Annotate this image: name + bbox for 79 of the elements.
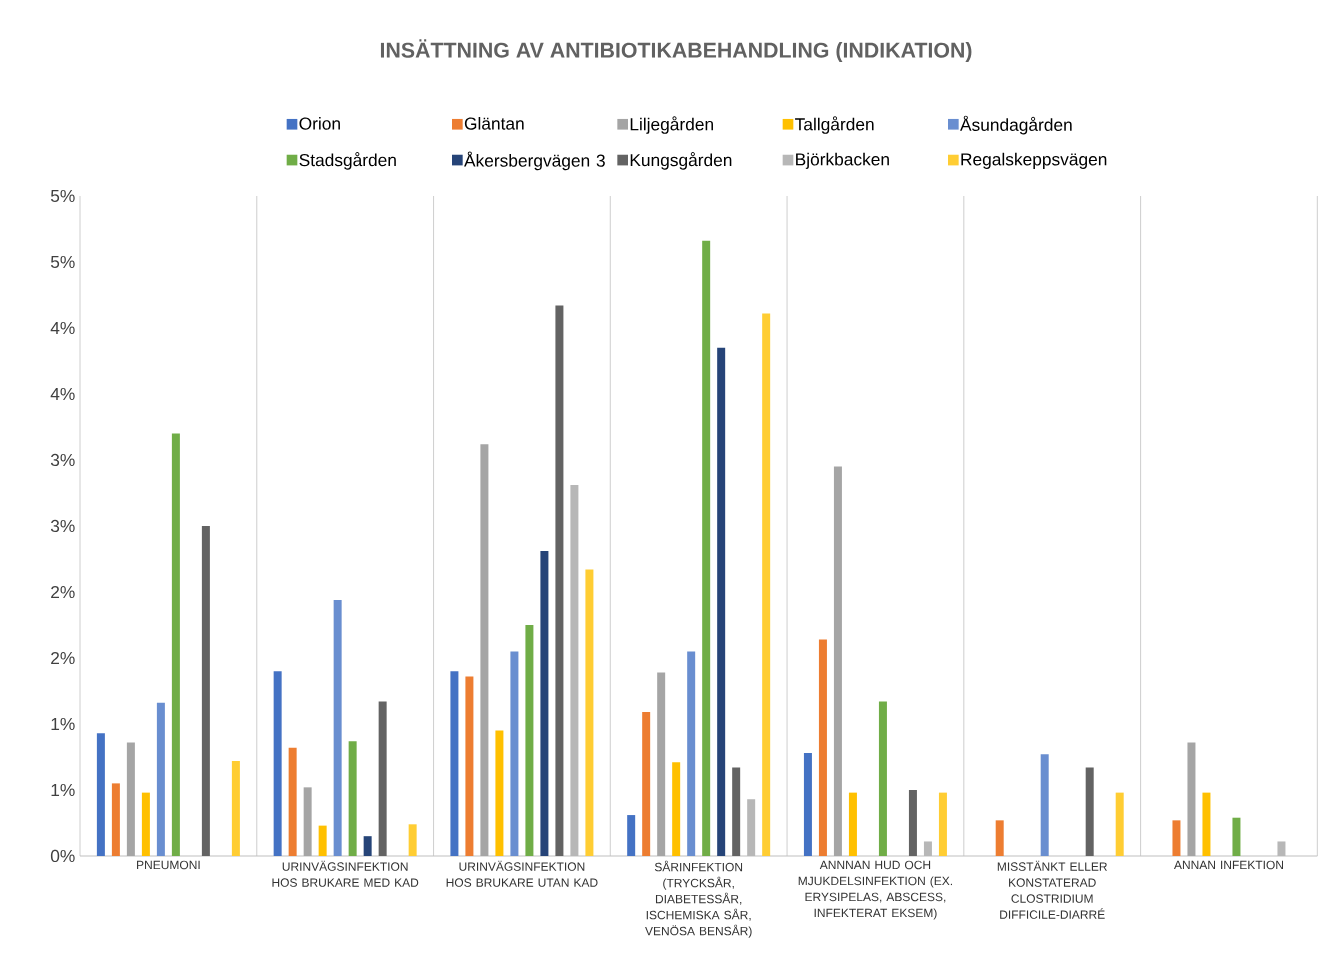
bar (555, 305, 564, 856)
bar (585, 569, 594, 856)
x-tick-label: URINVÄGSINFEKTION HOS BRUKARE MED KAD (272, 860, 419, 887)
bar (378, 701, 387, 856)
bar (141, 792, 150, 856)
bar (273, 671, 282, 856)
bar (525, 624, 534, 856)
bar (408, 824, 417, 856)
bar (201, 525, 210, 856)
bar (878, 701, 887, 856)
bar (495, 730, 504, 856)
bar (1085, 767, 1094, 856)
y-tick-label: 4% (50, 321, 75, 335)
y-tick-label: 4% (50, 387, 75, 401)
bar (318, 825, 327, 856)
bar (1202, 792, 1211, 856)
legend-label: Kungsgården (630, 152, 732, 170)
y-tick-label: 1% (51, 717, 75, 731)
y-tick-label: 5% (50, 189, 75, 203)
legend-label: Åkersbergvägen 3 (464, 151, 605, 171)
legend-label: Björkbacken (796, 152, 889, 169)
bar (687, 651, 696, 856)
bar (450, 671, 459, 856)
y-tick-label: 2% (51, 585, 75, 599)
bar (818, 639, 827, 856)
legend-label: Stadsgården (299, 152, 396, 170)
bar (1040, 754, 1049, 856)
bar (171, 433, 180, 856)
y-tick-label: 0% (50, 849, 75, 863)
bar (96, 733, 105, 856)
bar (231, 760, 240, 856)
bar (1172, 820, 1181, 856)
x-tick-label: SÅRINFEKTION (TRYCKSÅR, DIABETESSÅR, ISCHEMISKA SÅR, VENÖSA BENSÅR) (645, 860, 752, 938)
bar (288, 747, 297, 856)
y-tick-label: 3% (50, 453, 75, 467)
y-tick-label: 5% (50, 255, 75, 269)
bar (642, 712, 651, 856)
x-tick-label: MISSTÄNKT ELLER KONSTATERAD CLOSTRIDIUM DIFFICILE-DIARRÉ (997, 860, 1107, 919)
bar (657, 672, 666, 856)
x-tick-label: PNEUMONI (137, 860, 200, 870)
bar (702, 240, 711, 856)
bar (540, 551, 549, 856)
bar (1232, 817, 1241, 856)
bar (480, 444, 489, 856)
y-tick-label: 3% (50, 519, 75, 533)
bar (111, 783, 120, 856)
bar (803, 753, 812, 856)
bar (848, 792, 857, 856)
bar (908, 789, 917, 856)
bar (995, 820, 1004, 856)
bar (833, 466, 842, 856)
bar (363, 836, 372, 856)
y-tick-label: 1% (51, 783, 75, 797)
x-tick-label: URINVÄGSINFEKTION HOS BRUKARE UTAN KAD (446, 860, 598, 887)
bar (717, 347, 726, 856)
legend-label: Regalskeppsvägen (961, 152, 1107, 169)
x-tick-label: ANNNAN HUD OCH MJUKDELSINFEKTION (EX. ERYSIPELAS, ABSCESS, INFEKTERAT EKSEM) (798, 860, 953, 920)
bar (938, 792, 947, 856)
bar (762, 313, 771, 856)
bar (348, 741, 357, 856)
bar (1187, 742, 1196, 856)
bar (732, 767, 741, 856)
bar (627, 815, 636, 856)
legend-label: Tallgården (795, 116, 874, 134)
bar (126, 742, 135, 856)
chart-title: INSÄTTNING AV ANTIBIOTIKABEHANDLING (INDIKATION) (380, 39, 972, 62)
y-tick-label: 2% (51, 651, 75, 665)
legend-label: Gläntan (464, 116, 524, 130)
legend-label: Liljegården (630, 116, 713, 134)
bar (672, 762, 681, 856)
x-tick-label: ANNAN INFEKTION (1173, 860, 1283, 870)
legend-label: Åsundagården (960, 115, 1072, 135)
bar (156, 702, 165, 856)
legend-label: Orion (299, 116, 340, 130)
bar (303, 787, 312, 856)
bar (1115, 792, 1124, 856)
bar (510, 651, 519, 856)
bar (333, 599, 342, 856)
bar (465, 676, 474, 856)
